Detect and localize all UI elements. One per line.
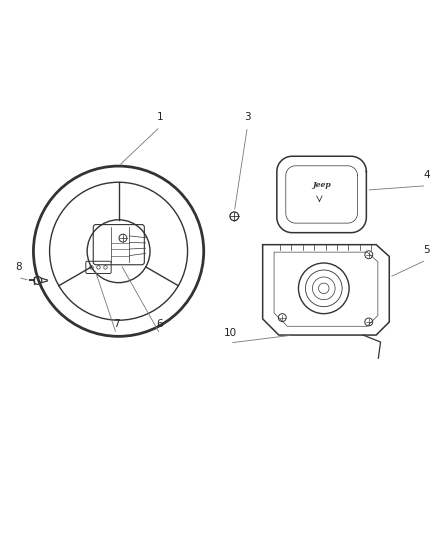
Text: 4: 4 bbox=[423, 171, 430, 181]
Text: 8: 8 bbox=[15, 262, 21, 272]
Text: 10: 10 bbox=[223, 328, 237, 338]
Text: 5: 5 bbox=[423, 245, 430, 255]
Text: 3: 3 bbox=[244, 111, 251, 122]
Text: 6: 6 bbox=[157, 319, 163, 329]
Text: Jeep: Jeep bbox=[312, 181, 331, 189]
Text: 1: 1 bbox=[157, 111, 163, 122]
Text: 7: 7 bbox=[113, 319, 120, 329]
